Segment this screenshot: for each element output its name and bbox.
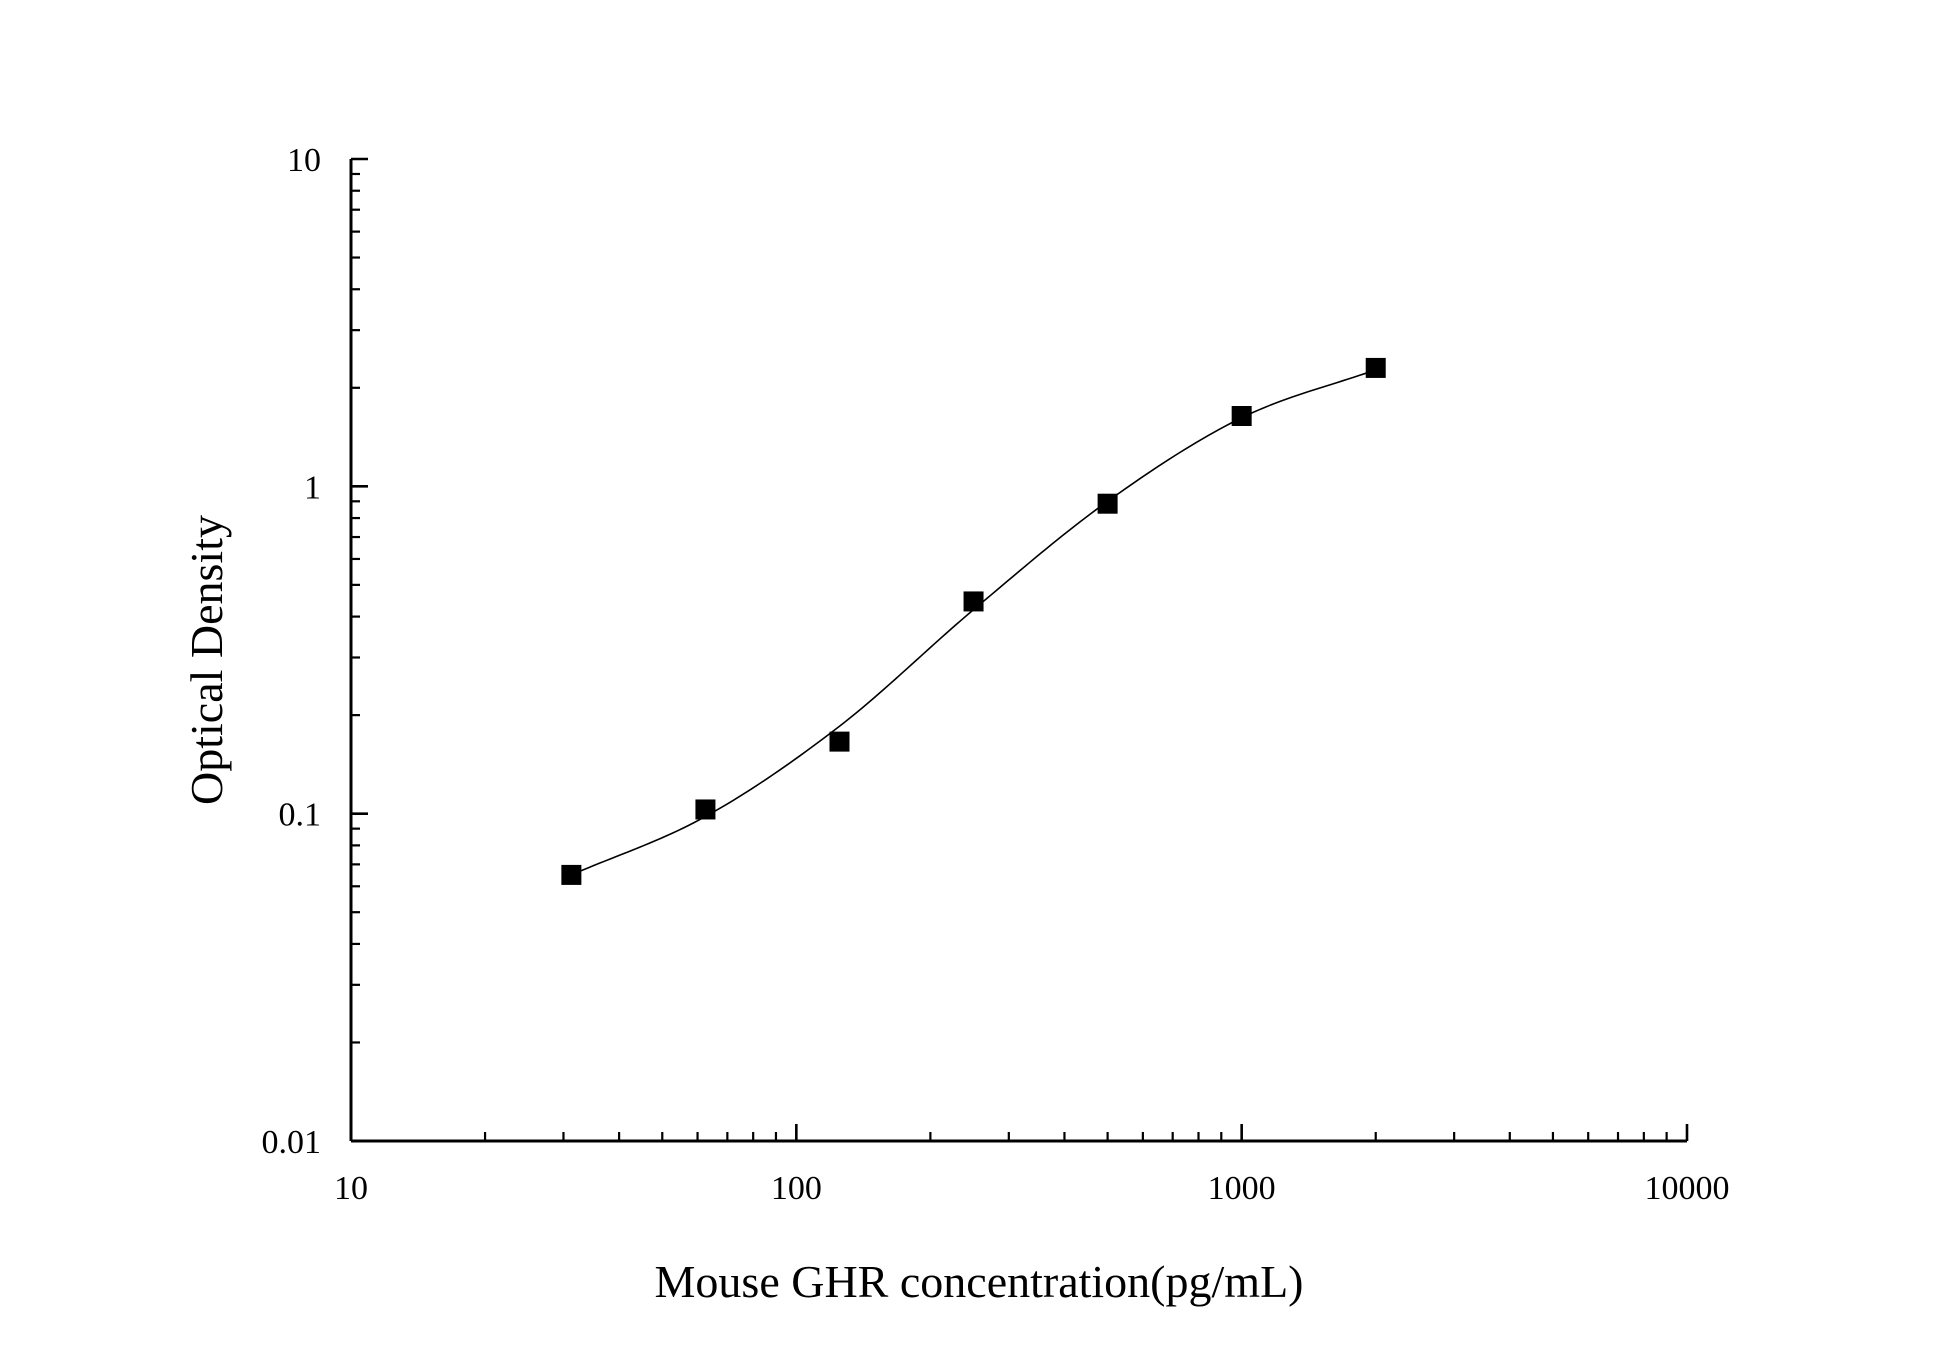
y-axis-major-ticks: [351, 157, 368, 1143]
x-tick-label: 1000: [1208, 1170, 1276, 1207]
data-point: [963, 591, 984, 612]
x-tick-label: 10000: [1645, 1170, 1730, 1207]
x-axis-major-ticks: [349, 1124, 1689, 1141]
y-axis-tick-labels: 0.01 0.1 1 10: [262, 142, 322, 1161]
data-point: [561, 864, 582, 885]
fitted-curve-line: [571, 369, 1376, 876]
data-points: [561, 357, 1386, 885]
data-point: [1097, 493, 1118, 514]
y-tick-label: 10: [287, 142, 321, 179]
x-tick-label: 10: [334, 1170, 368, 1207]
data-point: [1365, 357, 1386, 378]
y-axis-title: Optical Density: [181, 515, 232, 805]
y-tick-label: 0.1: [279, 797, 322, 834]
data-point: [829, 731, 850, 752]
y-tick-label: 1: [304, 469, 321, 506]
x-tick-label: 100: [771, 1170, 822, 1207]
y-tick-label: 0.01: [262, 1124, 322, 1161]
x-axis-title: Mouse GHR concentration(pg/mL): [655, 1256, 1304, 1307]
x-axis-tick-labels: 10 100 1000 10000: [334, 1170, 1730, 1207]
data-point: [1231, 406, 1252, 427]
data-point: [695, 799, 716, 820]
